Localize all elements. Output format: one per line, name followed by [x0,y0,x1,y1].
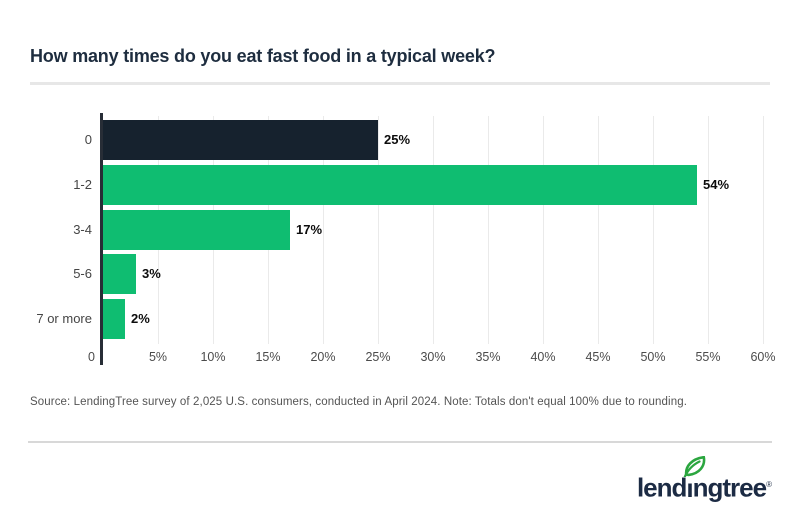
x-tick-label: 0 [88,350,95,364]
x-tick-label: 30% [420,350,446,364]
bar-3-4 [103,209,290,250]
chart-title: How many times do you eat fast food in a… [30,46,496,66]
gridline [598,116,599,344]
gridline [378,116,379,344]
value-label: 54% [703,176,730,192]
logo-letter-i: ı [684,455,706,503]
y-category-label: 1-2 [73,176,92,192]
bar-chart: 0 1-2 3-4 5-6 7 or more 25% 54% 17% 3% 2% 0 5% 10%… [0,110,800,370]
x-tick-label: 5% [148,350,168,364]
x-tick-label: 45% [585,350,611,364]
gridline [763,116,764,344]
bar-row: 3% [103,254,763,295]
x-tick-label: 15% [255,350,281,364]
bar-1-2 [103,164,697,205]
bar-row: 17% [103,209,763,250]
logo-trademark: ® [766,480,772,489]
y-category-label: 3-4 [73,221,92,237]
plot-area: 25% 54% 17% 3% 2% [103,116,764,344]
gridline [653,116,654,344]
gridline [433,116,434,344]
lendingtree-logo: lend ıngtree® [636,455,772,503]
gridline [543,116,544,344]
x-tick-label: 50% [640,350,666,364]
y-axis-line [100,113,103,365]
gridline [708,116,709,344]
value-label: 3% [142,266,161,282]
x-tick-label: 25% [365,350,391,364]
x-tick-label: 35% [475,350,501,364]
y-category-label: 7 or more [36,311,92,326]
x-axis-ticks: 0 5% 10% 15% 20% 25% 30% 35% 40% 45% 50% 55% 60% [88,350,775,368]
footer-divider [28,441,772,443]
x-tick-label: 60% [750,350,776,364]
value-label: 17% [296,221,323,237]
x-tick-label: 40% [530,350,556,364]
gridline [323,116,324,344]
x-tick-label: 10% [200,350,226,364]
bar-5-6 [103,254,136,295]
source-note: Source: LendingTree survey of 2,025 U.S.… [30,396,687,408]
logo-dotless-i: ı [686,472,693,503]
bar-0 [103,120,378,160]
bar-7-or-more [103,299,125,339]
value-label: 2% [130,311,150,326]
bar-row: 54% [103,164,763,205]
x-tick-label: 20% [310,350,336,364]
bar-row: 25% [103,120,763,160]
y-category-label: 0 [84,132,92,147]
y-category-label: 5-6 [73,266,92,282]
title-divider [30,82,770,85]
logo-text-pre: lend [636,472,687,503]
leaf-icon [684,455,706,477]
bar-row: 2% [103,299,763,339]
gridline [488,116,489,344]
y-axis-labels: 0 1-2 3-4 5-6 7 or more [0,116,92,344]
value-label: 25% [384,132,411,147]
x-tick-label: 55% [695,350,721,364]
logo-text-post: ngtree [692,472,767,503]
